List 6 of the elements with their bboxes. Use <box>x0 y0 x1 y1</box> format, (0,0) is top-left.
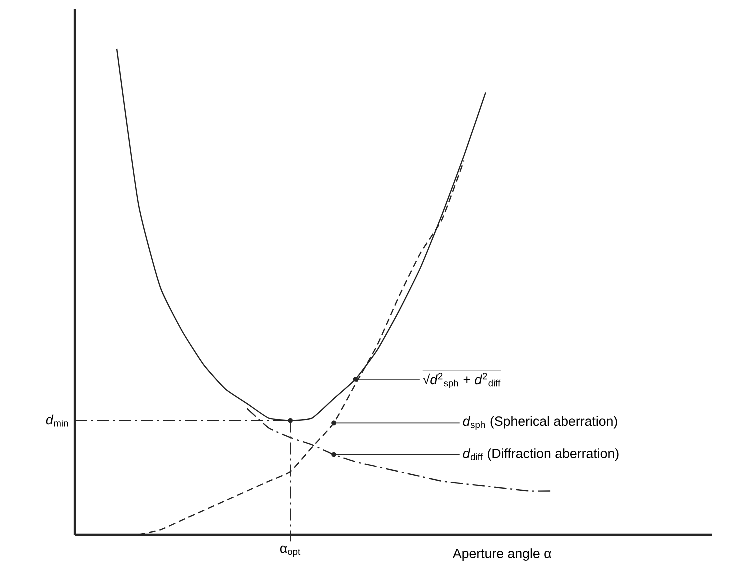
x-axis-title: Aperture angle α <box>452 548 552 562</box>
text: α$_{opt}$ <box>280 546 301 558</box>
annotation: d$_{sph}$ (Spherical aberration) <box>463 416 618 430</box>
annotation: d$_{diff}$ (Diffraction aberration) <box>463 448 619 462</box>
ref-line-label: d$_{min}$ <box>46 414 68 427</box>
annotation: √d$^{2}$$_{sph}$ + d$^{2}$diff <box>423 373 501 389</box>
